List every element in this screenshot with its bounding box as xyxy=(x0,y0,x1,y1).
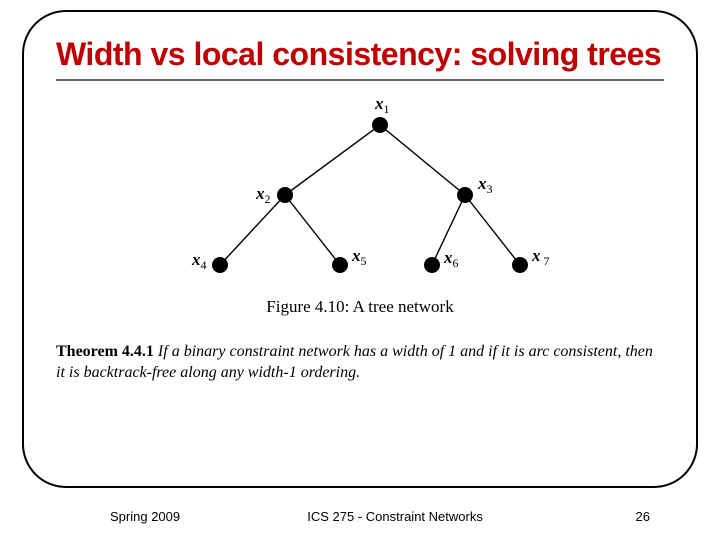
footer-course: ICS 275 - Constraint Networks xyxy=(180,509,610,524)
slide-footer: Spring 2009 ICS 275 - Constraint Network… xyxy=(0,509,720,524)
theorem-label: Theorem 4.4.1 xyxy=(56,343,154,360)
footer-page-number: 26 xyxy=(610,509,650,524)
tree-node-label: x4 xyxy=(191,250,207,272)
tree-node xyxy=(277,187,293,203)
tree-edge xyxy=(220,195,285,265)
tree-node xyxy=(332,257,348,273)
theorem-block: Theorem 4.4.1 If a binary constraint net… xyxy=(56,341,664,384)
tree-node-label: x5 xyxy=(351,246,367,268)
figure-area: x1 x2 x3 x4 x5 x6 x 7 Figure 4.10: A tree netw… xyxy=(56,95,664,317)
tree-diagram: x1 x2 x3 x4 x5 x6 x 7 xyxy=(150,95,570,283)
tree-node xyxy=(512,257,528,273)
tree-node xyxy=(457,187,473,203)
tree-node xyxy=(212,257,228,273)
tree-node-label: x1 xyxy=(374,95,390,116)
tree-edge xyxy=(285,195,340,265)
slide-frame: Width vs local consistency: solving tree… xyxy=(22,10,698,488)
tree-node-label: x3 xyxy=(477,174,493,196)
tree-node-label: x 7 xyxy=(531,246,550,268)
title-underline xyxy=(56,79,664,81)
tree-edge xyxy=(380,125,465,195)
figure-caption: Figure 4.10: A tree network xyxy=(266,297,453,317)
tree-node-label: x6 xyxy=(443,248,459,270)
slide-title: Width vs local consistency: solving tree… xyxy=(56,36,664,73)
tree-edge xyxy=(465,195,520,265)
tree-node xyxy=(424,257,440,273)
tree-node xyxy=(372,117,388,133)
footer-date: Spring 2009 xyxy=(110,509,180,524)
tree-node-label: x2 xyxy=(255,184,271,206)
tree-edge xyxy=(285,125,380,195)
